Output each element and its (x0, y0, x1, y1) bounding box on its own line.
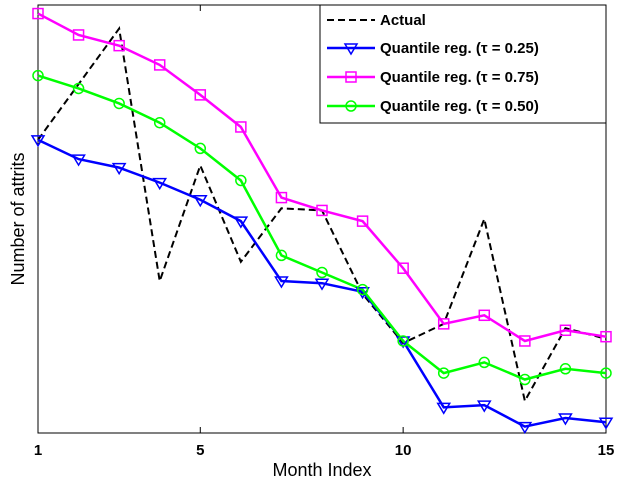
legend-marker (345, 71, 357, 83)
series-line-2 (37, 12, 607, 343)
data-point (517, 421, 533, 435)
data-point (194, 142, 207, 155)
data-point (274, 276, 289, 289)
data-point (558, 413, 573, 426)
data-point (395, 336, 411, 349)
legend-label: Quantile reg. (τ = 0.25) (380, 40, 539, 57)
data-point (235, 174, 247, 187)
x-axis-label: Month Index (272, 460, 371, 480)
series-line-3 (37, 74, 607, 381)
series-line-1 (37, 138, 607, 428)
data-point (476, 400, 492, 413)
y-axis-label: Number of attrits (8, 152, 28, 285)
data-point (437, 318, 450, 330)
legend-label: Actual (380, 12, 426, 29)
data-point (437, 367, 450, 379)
data-point (598, 417, 614, 430)
data-point (32, 7, 44, 20)
data-point (519, 335, 531, 347)
legend-marker (345, 100, 357, 112)
data-point (192, 194, 208, 208)
data-point (519, 373, 531, 386)
data-point (32, 69, 44, 82)
data-point (275, 191, 288, 204)
data-point (316, 204, 328, 217)
data-point (478, 356, 491, 369)
data-point (235, 121, 247, 133)
data-point (194, 89, 207, 101)
data-point (397, 262, 409, 274)
data-point (30, 135, 46, 148)
data-point (559, 324, 572, 337)
data-point (397, 335, 409, 347)
data-point (72, 82, 85, 95)
data-point (111, 162, 127, 176)
legend: Actual Quantile reg. (τ = 0.25) Quantile r… (319, 4, 607, 124)
data-point (436, 402, 452, 415)
legend-marker (343, 43, 359, 56)
data-point (113, 39, 125, 52)
legend-label: Quantile reg. (τ = 0.75) (380, 69, 539, 86)
x-tick-label: 1 (34, 442, 42, 459)
data-point (153, 59, 166, 71)
data-point (314, 278, 330, 291)
data-point (559, 363, 572, 375)
x-tick-label: 10 (395, 442, 412, 459)
data-point (113, 97, 125, 110)
data-point (153, 116, 166, 129)
data-point (152, 177, 168, 191)
series-lines (37, 12, 607, 428)
data-point (72, 29, 85, 41)
data-point (71, 154, 86, 167)
legend-box (319, 4, 607, 124)
data-point (600, 367, 612, 379)
data-point (275, 249, 288, 262)
data-point (356, 283, 369, 296)
x-tick-label: 5 (196, 442, 204, 459)
legend-label: Quantile reg. (τ = 0.50) (380, 98, 539, 115)
data-point (233, 216, 249, 229)
data-point (478, 309, 491, 322)
data-point (600, 330, 612, 343)
data-point (316, 266, 328, 279)
series-markers (30, 7, 614, 435)
x-tick-label: 15 (598, 442, 615, 459)
data-point (356, 215, 369, 227)
